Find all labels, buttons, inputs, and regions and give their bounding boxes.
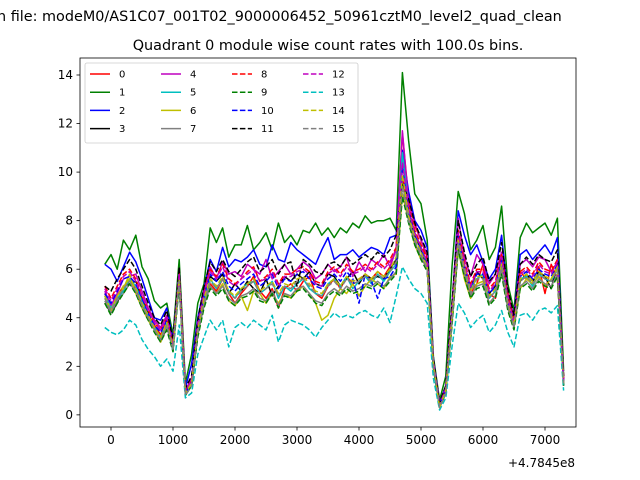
x-tick-label: 4000: [344, 433, 375, 447]
y-tick-label: 2: [65, 359, 73, 373]
legend-label-7: 7: [190, 124, 196, 135]
legend-label-0: 0: [119, 70, 125, 81]
x-tick-label: 5000: [406, 433, 437, 447]
legend-label-3: 3: [119, 124, 125, 135]
series-line-13: [104, 266, 565, 411]
legend-label-1: 1: [119, 88, 125, 99]
legend-label-2: 2: [119, 106, 125, 117]
legend-label-11: 11: [261, 124, 274, 135]
y-tick-label: 8: [65, 214, 73, 228]
y-tick-label: 6: [65, 262, 73, 276]
series-line-15: [104, 185, 565, 409]
y-tick-label: 4: [65, 311, 73, 325]
x-tick-label: 1000: [158, 433, 189, 447]
figure-suptitle: n file: modeM0/AS1C07_001T02_9000006452_…: [0, 9, 562, 25]
x-tick-label: 2000: [220, 433, 251, 447]
legend-label-14: 14: [332, 106, 345, 117]
series-layer: [104, 71, 565, 411]
x-tick-label: 3000: [282, 433, 313, 447]
legend-label-4: 4: [190, 70, 196, 81]
x-tick-label: 6000: [468, 433, 499, 447]
plot-area: 0 1000 2000 3000 4000 5000 6000 700002468101214…: [58, 57, 577, 447]
legend-label-13: 13: [332, 88, 345, 99]
series-line-10: [104, 166, 565, 406]
legend-label-8: 8: [261, 70, 267, 81]
x-axis-offset-label: +4.7845e8: [508, 456, 575, 470]
y-tick-label: 14: [58, 68, 73, 82]
x-tick-label: 0: [107, 433, 115, 447]
legend-label-9: 9: [261, 88, 267, 99]
legend-label-12: 12: [332, 70, 345, 81]
y-tick-label: 0: [65, 408, 73, 422]
legend-label-10: 10: [261, 106, 274, 117]
axes-frame: [79, 57, 577, 428]
x-tick-label: 7000: [530, 433, 561, 447]
legend-label-5: 5: [190, 88, 196, 99]
legend-box: [84, 62, 359, 144]
y-tick-label: 12: [58, 117, 73, 131]
legend-label-15: 15: [332, 124, 345, 135]
legend-label-6: 6: [190, 106, 196, 117]
y-tick-label: 10: [58, 165, 73, 179]
chart-title: Quadrant 0 module wise count rates with …: [133, 38, 524, 54]
